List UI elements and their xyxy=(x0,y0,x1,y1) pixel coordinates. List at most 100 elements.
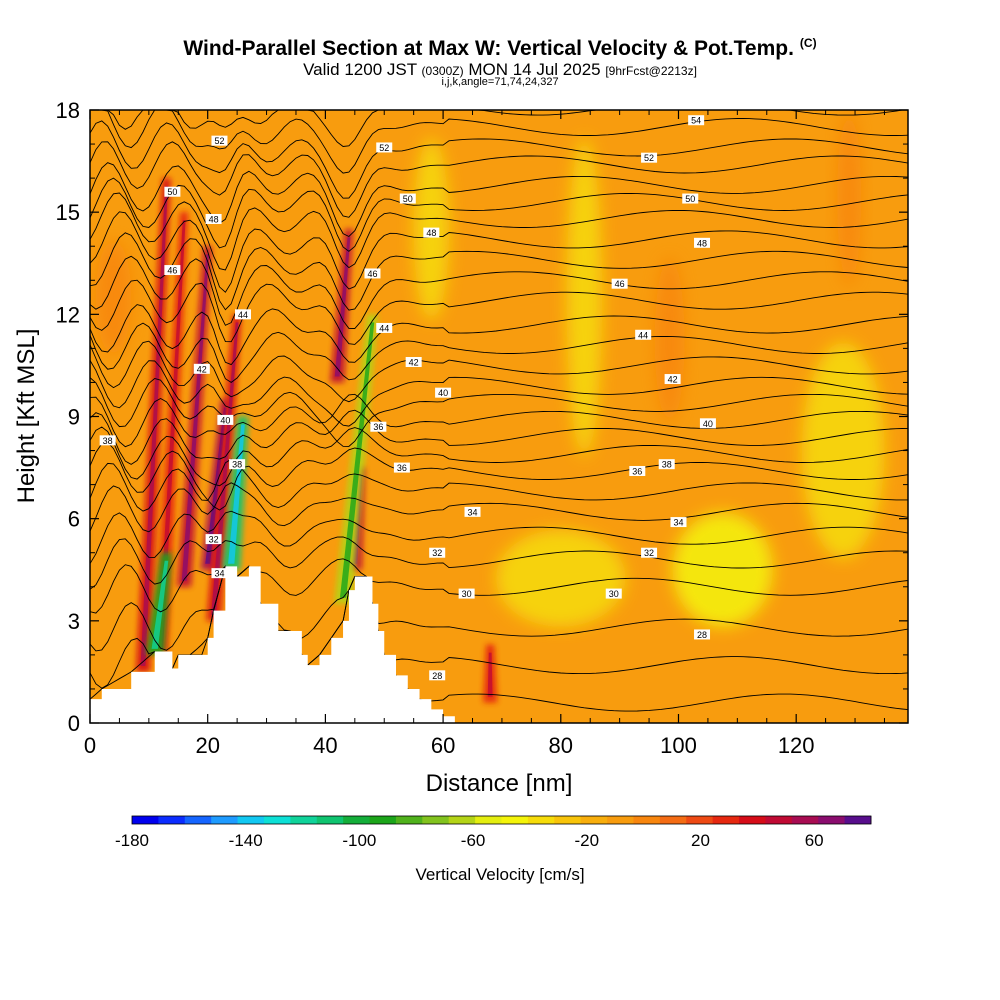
y-tick-label: 9 xyxy=(68,405,80,430)
velocity-core xyxy=(334,237,351,377)
theta-label-box xyxy=(399,193,416,204)
theta-contour-48 xyxy=(90,211,908,293)
theta-label: 32 xyxy=(644,548,654,558)
theta-label-box xyxy=(376,142,393,153)
theta-label: 32 xyxy=(209,535,219,545)
theta-label: 40 xyxy=(703,419,713,429)
theta-label-group: 48 xyxy=(694,237,711,248)
theta-contour-47 xyxy=(90,232,908,311)
theta-label-box xyxy=(405,357,422,368)
theta-label: 30 xyxy=(609,589,619,599)
theta-label-group: 40 xyxy=(217,414,234,425)
theta-label-box xyxy=(205,213,222,224)
theta-label: 46 xyxy=(367,269,377,279)
valid-time: Valid 1200 JST xyxy=(303,60,417,79)
colorbar-label: Vertical Velocity [cm/s] xyxy=(415,865,584,884)
y-tick-label: 0 xyxy=(68,711,80,736)
theta-label-group: 48 xyxy=(205,213,222,224)
theta-contour-51 xyxy=(90,162,908,238)
theta-contour-53 xyxy=(90,120,908,199)
theta-contour-labels: 54 52 52 52 50 50 50 48 48 48 46 46 46 44 44 44 42 42 42 40… xyxy=(99,115,716,681)
colorbar-bin xyxy=(633,816,661,824)
theta-label-box xyxy=(641,547,658,558)
theta-label: 38 xyxy=(662,460,672,470)
y-tick-label: 18 xyxy=(56,98,80,123)
theta-label-box xyxy=(99,435,116,446)
theta-label-group: 32 xyxy=(429,547,446,558)
theta-label-box xyxy=(429,547,446,558)
theta-label: 42 xyxy=(668,375,678,385)
theta-label: 44 xyxy=(379,323,389,333)
theta-label-group: 34 xyxy=(464,506,481,517)
theta-contour-34 xyxy=(90,482,908,533)
velocity-blob xyxy=(837,110,862,287)
colorbar-bin xyxy=(501,816,529,824)
colorbar-bin xyxy=(316,816,344,824)
velocity-blob xyxy=(672,512,773,627)
colorbar-bin xyxy=(739,816,766,824)
theta-label-box xyxy=(217,414,234,425)
colorbar-tick-label: -180 xyxy=(115,831,149,850)
theta-label-box xyxy=(699,418,716,429)
theta-label-box xyxy=(435,387,452,398)
y-tick-label: 15 xyxy=(56,200,80,225)
theta-label-group: 36 xyxy=(393,462,410,473)
theta-label: 34 xyxy=(214,569,224,579)
colorbar-bin xyxy=(395,816,423,824)
theta-contour-50 xyxy=(90,177,908,252)
theta-label: 52 xyxy=(644,153,654,163)
theta-label-group: 46 xyxy=(611,278,628,289)
theta-label-box xyxy=(464,506,481,517)
theta-label-group: 52 xyxy=(641,152,658,163)
theta-label-box xyxy=(211,568,228,579)
theta-label-box xyxy=(429,670,446,681)
velocity-core xyxy=(487,652,493,697)
theta-label-group: 44 xyxy=(376,322,393,333)
theta-label: 48 xyxy=(426,228,436,238)
theta-label: 30 xyxy=(462,589,472,599)
theta-label-group: 54 xyxy=(688,115,705,126)
y-tick-label: 6 xyxy=(68,507,80,532)
theta-label: 28 xyxy=(697,630,707,640)
theta-label: 50 xyxy=(685,194,695,204)
theta-label-group: 44 xyxy=(235,309,252,320)
colorbar-bin xyxy=(791,816,819,824)
grid-info: i,j,k,angle=71,74,24,327 xyxy=(441,76,559,88)
colorbar-bin xyxy=(554,816,582,824)
theta-label-box xyxy=(423,227,440,238)
theta-label: 50 xyxy=(167,187,177,197)
theta-contour-54 xyxy=(90,110,908,174)
y-axis-label: Height [Kft MSL] xyxy=(13,329,40,504)
colorbar-frame xyxy=(131,815,872,825)
x-tick-label: 60 xyxy=(431,733,455,758)
colorbar-tick-label: 20 xyxy=(691,831,710,850)
colorbar-bin xyxy=(712,816,740,824)
theta-label: 48 xyxy=(697,238,707,248)
theta-label-box xyxy=(205,534,222,545)
colorbar-bin xyxy=(844,816,872,824)
colorbar-bin xyxy=(527,816,555,824)
theta-label: 32 xyxy=(432,548,442,558)
theta-label-box xyxy=(611,278,628,289)
theta-label-group: 48 xyxy=(423,227,440,238)
velocity-blob xyxy=(566,138,603,457)
theta-label-box xyxy=(694,629,711,640)
theta-contour-41 xyxy=(90,360,908,427)
theta-label-group: 36 xyxy=(629,465,646,476)
colorbar-bin xyxy=(422,816,450,824)
theta-contour-37 xyxy=(90,426,908,487)
theta-label-box xyxy=(229,459,246,470)
theta-label-group: 38 xyxy=(99,435,116,446)
theta-label-box xyxy=(694,237,711,248)
colorbar-bin xyxy=(475,816,502,824)
theta-label-box xyxy=(629,465,646,476)
velocity-core xyxy=(339,322,375,598)
theta-label-box xyxy=(688,115,705,126)
colorbar-bin xyxy=(184,816,212,824)
theta-label: 42 xyxy=(197,364,207,374)
colorbar-bin xyxy=(686,816,714,824)
velocity-core xyxy=(151,560,169,649)
colorbar-bin xyxy=(765,816,793,824)
theta-label: 36 xyxy=(373,422,383,432)
velocity-core xyxy=(181,254,210,581)
